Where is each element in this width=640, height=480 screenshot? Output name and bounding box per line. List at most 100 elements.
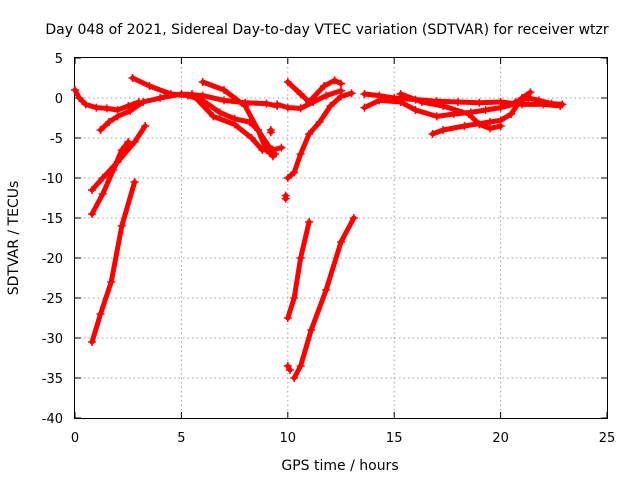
data-point [547, 99, 556, 108]
series-arc-15 [283, 362, 294, 374]
series-arc-18 [360, 96, 518, 121]
data-point [105, 118, 113, 126]
series-arc-14 [283, 218, 314, 322]
data-point [486, 118, 494, 126]
data-point [156, 94, 165, 102]
data-point [534, 96, 543, 105]
y-tick-label: -15 [42, 212, 63, 227]
data-point [117, 222, 126, 230]
data-point [360, 103, 369, 112]
data-point [283, 314, 292, 322]
data-point [130, 178, 139, 186]
data-point [285, 366, 294, 374]
data-point [126, 106, 135, 115]
data-point [322, 91, 331, 100]
data-point [296, 254, 305, 262]
series-arc-13 [273, 86, 345, 113]
data-point [273, 100, 282, 109]
y-tick-label: -20 [42, 252, 63, 267]
x-axis-label: GPS time / hours [281, 458, 398, 474]
data-point [307, 326, 316, 334]
x-tick-label: 20 [492, 431, 509, 446]
data-point [496, 103, 505, 112]
data-point [230, 120, 239, 129]
data-point [296, 362, 305, 370]
data-point [558, 100, 567, 109]
data-point [432, 112, 441, 121]
data-point [88, 210, 96, 218]
data-point [266, 128, 275, 137]
data-point [268, 152, 277, 161]
plot-frame [74, 57, 608, 419]
data-point [305, 218, 314, 226]
data-point [349, 214, 358, 222]
data-point [396, 98, 405, 106]
data-point [198, 78, 207, 86]
series-arc-12 [283, 76, 345, 106]
data-point [96, 126, 105, 134]
data-point [326, 102, 335, 110]
data-point [124, 138, 133, 146]
data-point [220, 96, 228, 105]
data-point [481, 106, 490, 114]
data-point [296, 90, 305, 98]
data-point [98, 190, 107, 198]
data-point [215, 108, 224, 117]
data-point [417, 98, 426, 106]
series-arc-10 [281, 191, 290, 203]
data-point [337, 238, 345, 246]
data-point [92, 103, 101, 112]
data-point [337, 86, 345, 95]
x-tick-label: 25 [599, 431, 616, 446]
data-point [526, 88, 535, 97]
data-point [107, 278, 116, 286]
data-point [283, 78, 292, 86]
data-point [454, 98, 462, 106]
y-tick-label: -5 [50, 132, 63, 147]
y-tick-label: -30 [42, 332, 63, 347]
data-point [254, 126, 262, 134]
data-point [98, 174, 107, 182]
data-point [511, 98, 520, 106]
data-point [283, 174, 292, 182]
data-point [296, 150, 305, 158]
x-tick-label: 15 [386, 431, 403, 446]
y-tick-label: -35 [42, 372, 63, 387]
series-arc-9 [266, 126, 275, 137]
data-point [305, 130, 314, 138]
data-point [439, 126, 448, 134]
data-point [507, 110, 516, 118]
y-tick-label: 0 [55, 92, 63, 107]
chart-title: Day 048 of 2021, Sidereal Day-to-day VTE… [45, 22, 609, 38]
data-point [113, 112, 122, 121]
series-line [200, 79, 276, 159]
data-series [71, 74, 567, 382]
data-point [320, 82, 328, 90]
data-point [375, 96, 384, 105]
data-point [247, 134, 256, 142]
data-point [145, 82, 154, 90]
data-point [102, 104, 111, 113]
data-point [241, 102, 250, 110]
series-arc-8 [88, 178, 139, 346]
data-point [277, 143, 286, 152]
data-point [209, 112, 218, 121]
data-point [139, 98, 148, 106]
data-point [464, 110, 473, 118]
series-line [285, 219, 312, 321]
data-point [141, 122, 150, 130]
series-line [285, 90, 355, 181]
series-line [291, 215, 357, 381]
data-point [309, 98, 318, 106]
data-point [411, 106, 420, 114]
data-point [396, 90, 405, 98]
x-tick-label: 5 [177, 431, 185, 446]
data-point [166, 90, 175, 98]
series-line [89, 139, 131, 217]
series-arc-21 [511, 94, 567, 109]
data-point [88, 338, 96, 346]
series-line [361, 97, 516, 119]
data-point [496, 116, 505, 125]
series-arc-16 [290, 214, 358, 382]
